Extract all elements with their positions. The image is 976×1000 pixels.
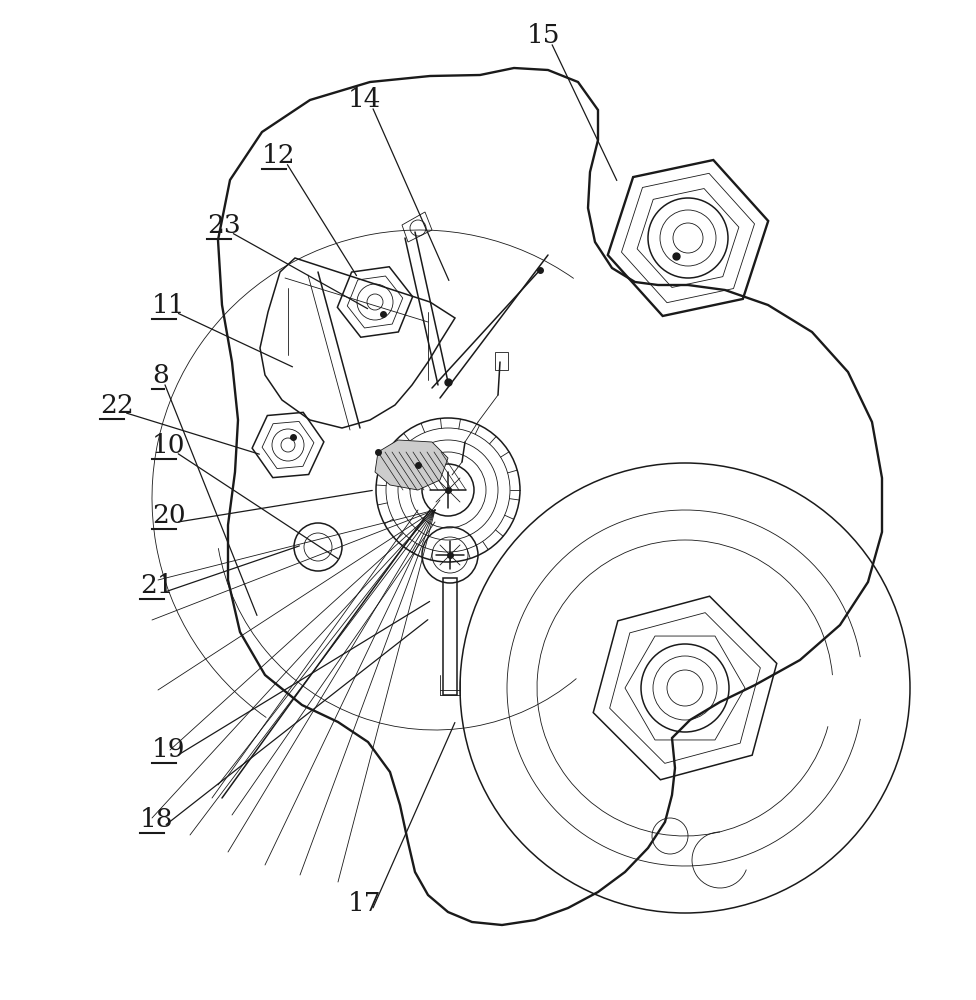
Text: 23: 23 xyxy=(207,213,241,238)
Text: 21: 21 xyxy=(140,573,174,598)
Text: 20: 20 xyxy=(152,503,185,528)
Text: 11: 11 xyxy=(152,293,185,318)
Text: 10: 10 xyxy=(152,433,185,458)
Text: 14: 14 xyxy=(348,87,382,112)
Text: 22: 22 xyxy=(100,393,134,418)
Text: 18: 18 xyxy=(140,807,174,832)
Text: 19: 19 xyxy=(152,737,185,762)
Polygon shape xyxy=(375,440,448,490)
Text: 17: 17 xyxy=(348,891,382,916)
Text: 15: 15 xyxy=(527,23,560,48)
Text: 8: 8 xyxy=(152,363,169,388)
Text: 12: 12 xyxy=(262,143,296,168)
